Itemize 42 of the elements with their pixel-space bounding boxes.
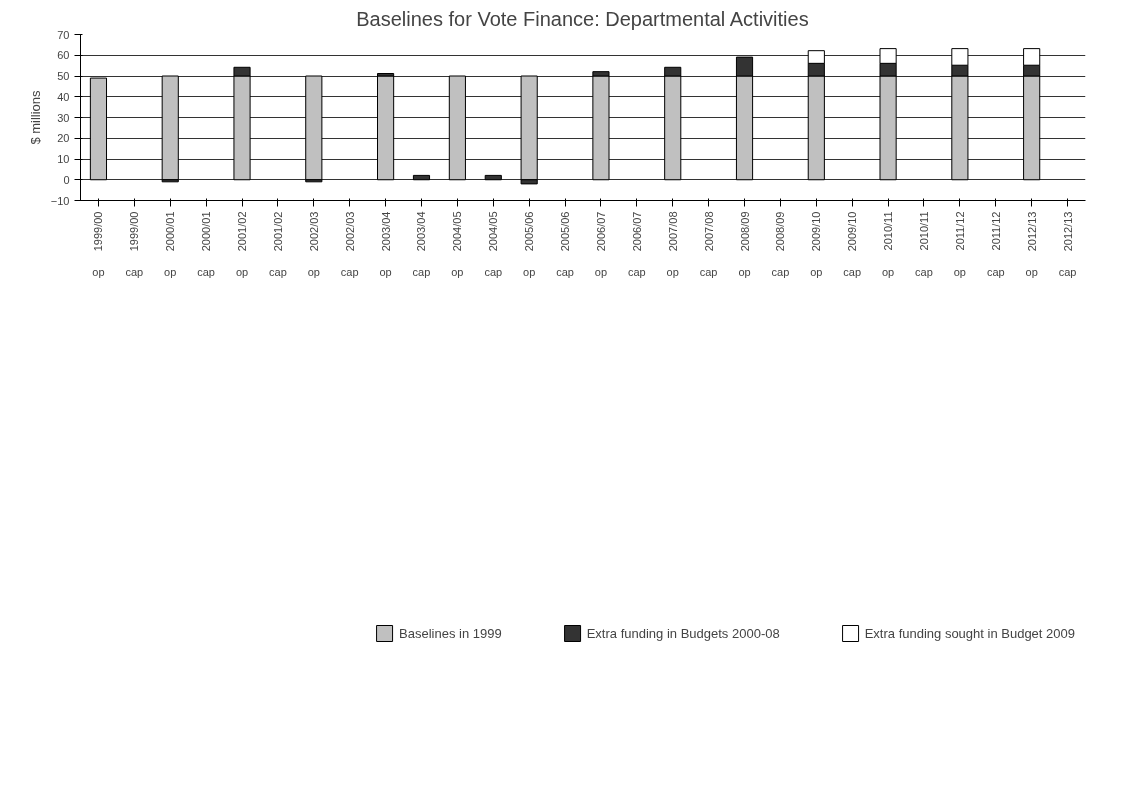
category-label: 2004/05 cap <box>484 211 503 278</box>
y-tick-label: 40 <box>57 90 70 103</box>
category-label: 2003/04 op <box>379 211 392 278</box>
y-tick-label: 10 <box>57 153 70 165</box>
category-label: 2009/10 op <box>810 211 823 278</box>
legend-label: Extra funding sought in Budget 2009 <box>864 625 1075 641</box>
chart-title: Baselines for Vote Finance: Departmental Activities <box>356 7 809 30</box>
category-label: 2011/12 op <box>953 211 967 278</box>
category-label: 2008/09 cap <box>771 211 790 278</box>
category-label: 2012/13 op <box>1025 211 1038 278</box>
y-axis-title: $ millions <box>27 89 43 145</box>
category-label: 2004/05 op <box>451 211 464 278</box>
category-label: 1999/00 op <box>92 211 105 278</box>
y-tick-label: 30 <box>57 111 70 124</box>
y-tick-label: 20 <box>57 132 70 145</box>
y-tick-label: −10 <box>50 194 70 207</box>
y-tick-label: 70 <box>57 28 70 41</box>
category-label: 2005/06 cap <box>556 211 574 278</box>
category-label: 2007/08 cap <box>699 211 718 278</box>
category-label: 2007/08 op <box>666 211 679 278</box>
category-label: 2006/07 cap <box>627 211 646 278</box>
category-label: 2010/11 cap <box>915 211 933 278</box>
category-label: 2012/13 cap <box>1058 211 1077 278</box>
category-label: 2001/02 cap <box>269 211 287 278</box>
category-label: 2009/10 cap <box>843 211 862 278</box>
category-label: 2006/07 op <box>594 211 608 278</box>
legend-label: Extra funding in Budgets 2000-08 <box>586 625 780 641</box>
category-label: 2000/01 op <box>164 211 177 278</box>
category-label: 2011/12 cap <box>986 211 1005 278</box>
category-label: 1999/00 cap <box>125 211 144 278</box>
category-label: 2002/03 cap <box>340 211 359 278</box>
legend-label: Baselines in 1999 <box>399 625 502 641</box>
y-tick-label: 60 <box>57 49 70 62</box>
category-label: 2008/09 op <box>738 211 751 278</box>
category-label: 2005/06 op <box>523 211 536 278</box>
y-tick-label: 0 <box>63 173 70 186</box>
category-label: 2000/01 cap <box>197 211 216 278</box>
category-label: 2001/02 op <box>235 211 249 278</box>
category-label: 2010/11 op <box>881 211 895 278</box>
y-tick-label: 50 <box>57 70 70 82</box>
category-label: 2002/03 op <box>307 211 320 278</box>
category-label: 2003/04 cap <box>412 211 431 278</box>
